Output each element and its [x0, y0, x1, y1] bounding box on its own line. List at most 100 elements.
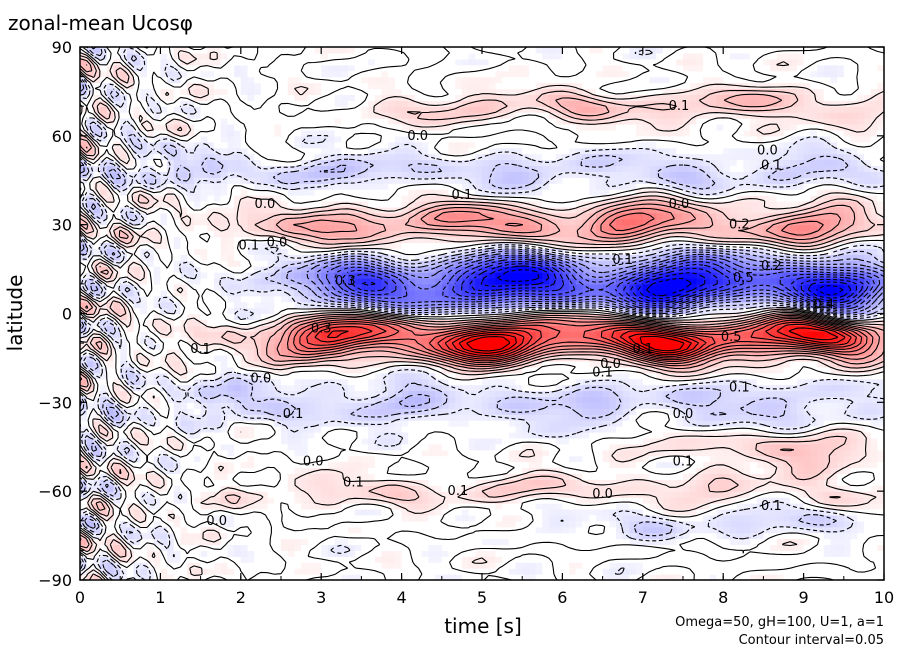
- heat-cell: [294, 520, 302, 528]
- heat-cell: [669, 437, 677, 445]
- heat-cell: [234, 568, 242, 575]
- heat-cell: [408, 544, 416, 551]
- heat-cell: [227, 443, 235, 451]
- heat-cell: [193, 354, 202, 362]
- heat-cell: [776, 378, 785, 386]
- heat-cell: [80, 568, 88, 575]
- heat-cell: [877, 349, 884, 356]
- heat-cell: [662, 337, 671, 344]
- heat-cell: [180, 491, 188, 498]
- heat-cell: [636, 420, 644, 427]
- heat-cell: [200, 574, 208, 580]
- heat-cell: [870, 479, 878, 486]
- heat-cell: [327, 467, 336, 474]
- heat-cell: [656, 526, 664, 534]
- heat-cell: [354, 538, 362, 546]
- heat-cell: [609, 449, 617, 457]
- heat-cell: [515, 366, 523, 374]
- heat-cell: [776, 384, 785, 392]
- heat-cell: [542, 390, 550, 398]
- heat-cell: [247, 520, 255, 528]
- heat-cell: [803, 455, 811, 463]
- heat-cell: [448, 343, 456, 350]
- heat-cell: [502, 514, 510, 522]
- heat-cell: [354, 497, 362, 504]
- heat-cell: [555, 420, 563, 427]
- heat-cell: [475, 426, 483, 433]
- heat-cell: [528, 431, 537, 439]
- heat-cell: [461, 574, 470, 580]
- heat-cell: [555, 455, 563, 463]
- heat-cell: [86, 467, 94, 474]
- heat-cell: [703, 556, 711, 563]
- heat-cell: [455, 449, 463, 457]
- heat-cell: [796, 508, 805, 516]
- heat-cell: [274, 331, 282, 338]
- heat-cell: [662, 360, 671, 368]
- heat-cell: [348, 461, 356, 469]
- heat-cell: [100, 372, 108, 380]
- heat-cell: [716, 556, 724, 563]
- heat-cell: [870, 550, 878, 557]
- heat-cell: [837, 491, 845, 498]
- heat-cell: [696, 508, 704, 516]
- heat-cell: [662, 556, 671, 563]
- heat-cell: [247, 461, 255, 469]
- heat-cell: [508, 455, 517, 463]
- heat-cell: [830, 562, 838, 569]
- heat-cell: [260, 568, 269, 575]
- heat-cell: [388, 449, 396, 457]
- heat-cell: [716, 402, 724, 409]
- heat-cell: [394, 426, 403, 433]
- heat-cell: [361, 467, 369, 474]
- heat-cell: [106, 467, 115, 474]
- heat-cell: [327, 354, 336, 362]
- heat-cell: [408, 526, 416, 534]
- heat-cell: [676, 562, 684, 569]
- heat-cell: [776, 508, 785, 516]
- heat-cell: [830, 491, 838, 498]
- heat-cell: [294, 574, 302, 580]
- heat-cell: [776, 449, 785, 457]
- heat-cell: [837, 343, 845, 350]
- heat-cell: [696, 337, 704, 344]
- heat-cell: [180, 390, 188, 398]
- heat-cell: [307, 520, 316, 528]
- heat-cell: [770, 520, 778, 528]
- heat-cell: [575, 414, 584, 421]
- heat-cell: [783, 497, 791, 504]
- heat-cell: [535, 556, 543, 563]
- heat-cell: [843, 562, 852, 569]
- heat-cell: [314, 360, 322, 368]
- heat-cell: [314, 349, 322, 356]
- heat-cell: [756, 449, 764, 457]
- heat-cell: [180, 508, 188, 516]
- heat-cell: [301, 485, 309, 492]
- heat-cell: [408, 402, 416, 409]
- heat-cell: [368, 426, 376, 433]
- heat-cell: [361, 426, 369, 433]
- heat-cell: [870, 497, 878, 504]
- heat-cell: [86, 437, 94, 445]
- heat-cell: [723, 538, 731, 546]
- heat-cell: [676, 479, 684, 486]
- heat-cell: [86, 360, 94, 368]
- heat-cell: [723, 550, 731, 557]
- heat-cell: [374, 467, 383, 474]
- heat-cell: [729, 384, 738, 392]
- heat-cell: [187, 508, 195, 516]
- heat-cell: [542, 402, 550, 409]
- heat-cell: [348, 414, 356, 421]
- heat-cell: [669, 343, 677, 350]
- heat-cell: [843, 526, 852, 534]
- heat-cell: [823, 443, 831, 451]
- heat-cell: [207, 508, 215, 516]
- heat-cell: [796, 514, 805, 522]
- heat-cell: [528, 520, 537, 528]
- heat-cell: [207, 349, 215, 356]
- heat-cell: [716, 544, 724, 551]
- heat-cell: [549, 408, 557, 415]
- heat-cell: [441, 562, 450, 569]
- heat-cell: [622, 408, 630, 415]
- heat-cell: [575, 503, 584, 510]
